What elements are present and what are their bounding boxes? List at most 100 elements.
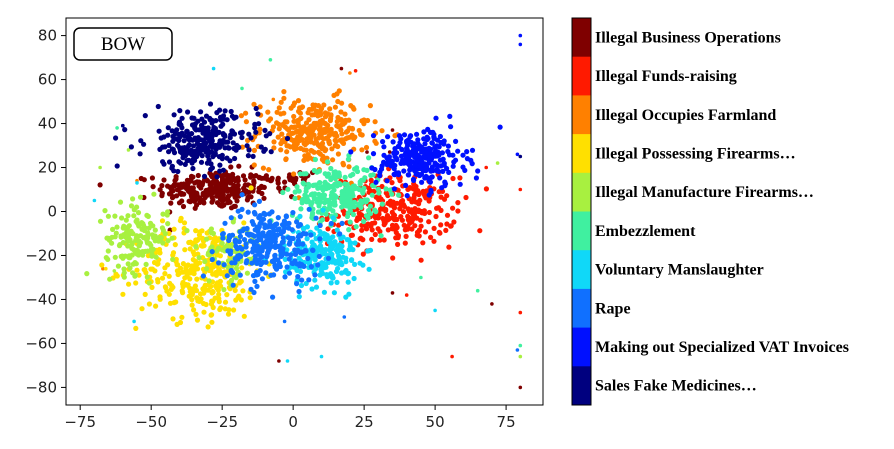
scatter-point [170,256,176,262]
scatter-point [157,296,163,302]
scatter-point [224,188,230,194]
scatter-point [178,191,184,197]
scatter-point [200,273,206,279]
scatter-point [284,149,290,155]
scatter-point [176,120,182,126]
scatter-point [392,133,398,139]
scatter-point [372,231,378,238]
scatter-point [298,206,304,212]
scatter-point [171,150,178,156]
scatter-point [321,289,327,295]
scatter-point [193,244,199,250]
scatter-point [437,175,443,181]
scatter-point [396,192,402,198]
scatter-point [121,266,127,272]
legend-label: Rape [595,300,631,317]
scatter-point [191,115,197,121]
scatter-point [328,128,334,134]
scatter-point [201,119,208,125]
scatter-point [400,209,407,215]
scatter-point [381,237,387,243]
y-tick-label: −20 [25,246,57,264]
scatter-point [231,307,237,313]
scatter-point [440,156,446,162]
scatter-point [381,159,387,165]
scatter-point [317,151,323,157]
outlier-point [518,42,523,47]
scatter-point [113,135,119,141]
scatter-point [429,140,435,146]
scatter-point [239,206,245,212]
scatter-point [195,172,201,179]
scatter-point [153,303,159,309]
scatter-point [187,246,193,252]
scatter-point [370,172,376,178]
scatter-point [227,251,233,257]
scatter-point [294,184,300,190]
scatter-point [292,251,299,257]
scatter-point [322,179,328,185]
scatter-point [142,113,148,119]
scatter-point [329,146,335,152]
scatter-point [228,277,235,283]
scatter-point [437,133,443,140]
scatter-point [383,186,389,192]
scatter-point [257,104,263,110]
scatter-point [217,196,223,202]
scatter-point [263,173,269,179]
scatter-point [258,144,264,150]
scatter-point [320,207,326,213]
scatter-point [103,255,109,261]
scatter-point [192,121,198,127]
scatter-point [105,213,111,219]
scatter-point [219,247,225,253]
scatter-point [376,190,382,196]
scatter-point [206,278,212,284]
scatter-point [412,223,418,229]
scatter-point [142,234,148,240]
scatter-point [419,159,425,165]
scatter-point [218,271,224,277]
scatter-point [322,148,328,154]
scatter-point [315,262,321,268]
scatter-point [104,235,110,241]
scatter-point [260,165,266,171]
scatter-point [413,199,419,205]
outlier-point [285,359,290,363]
scatter-point [356,210,362,216]
scatter-point [338,109,344,115]
scatter-point [245,209,251,215]
scatter-point [275,215,281,221]
scatter-point [235,175,241,181]
scatter-point [321,231,327,237]
scatter-point [328,220,334,227]
scatter-point [222,108,228,114]
scatter-point [303,126,309,133]
outlier-point [112,269,117,273]
scatter-point [321,260,327,266]
scatter-point [212,295,218,301]
scatter-point [287,239,293,245]
outlier-point [240,86,244,91]
scatter-point [227,158,233,164]
scatter-point [258,261,264,268]
scatter-point [231,274,237,280]
scatter-point [311,182,317,188]
scatter-point [428,234,434,240]
scatter-point [377,237,383,243]
scatter-point [184,228,190,234]
scatter-point [292,189,298,195]
scatter-point [166,142,172,148]
scatter-point [418,223,424,229]
scatter-point [210,190,216,196]
scatter-point [271,145,277,151]
scatter-point [243,119,249,125]
scatter-point [179,125,185,131]
scatter-point [149,232,155,238]
scatter-point [297,171,303,177]
scatter-point [220,167,226,173]
scatter-point [304,199,310,205]
scatter-point [267,116,274,122]
scatter-point [343,136,349,142]
scatter-point [264,254,270,260]
